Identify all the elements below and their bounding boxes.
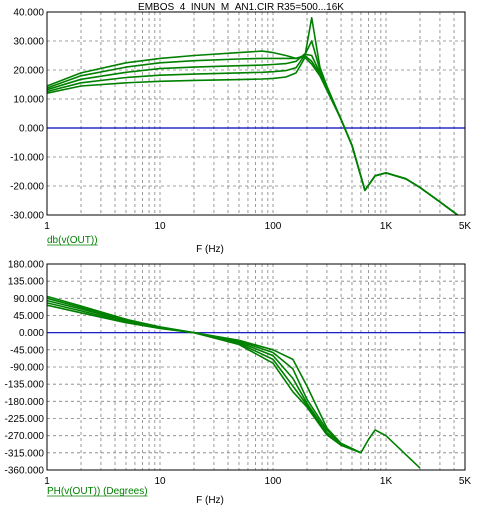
x-tick-label: 5K <box>459 476 472 487</box>
legend-entry: PH(v(OUT)) (Degrees) <box>47 486 148 497</box>
y-tick-label: 45.000 <box>13 311 44 322</box>
x-axis-label: F (Hz) <box>196 244 224 255</box>
phase-series-1 <box>46 295 421 469</box>
y-tick-label: -315.000 <box>5 448 45 459</box>
x-tick-label: 1 <box>44 221 50 232</box>
y-tick-label: 0.000 <box>19 124 44 135</box>
y-tick-label: -90.000 <box>10 363 44 374</box>
phase-series-2 <box>46 297 362 454</box>
plot-frame <box>46 263 466 471</box>
y-tick-label: 135.000 <box>8 277 45 288</box>
magnitude-chart: 40.000 30.000 20.000 10.000 0.000 -10.000 -20.… <box>10 8 471 256</box>
phase-series-4 <box>46 302 362 454</box>
phase-series-5 <box>46 304 362 454</box>
x-tick-label: 10 <box>154 221 166 232</box>
phase-chart: 180.000 135.000 90.000 45.000 0.000 -45.000 -9… <box>5 260 472 507</box>
x-tick-label: 1K <box>380 221 393 232</box>
x-tick-label: 100 <box>265 221 282 232</box>
y-tick-label: -45.000 <box>10 345 44 356</box>
y-tick-label: 20.000 <box>13 66 44 77</box>
y-tick-label: -360.000 <box>5 466 45 477</box>
y-tick-label: 40.000 <box>13 8 44 19</box>
x-tick-label: 1 <box>44 476 50 487</box>
y-tick-label: -225.000 <box>5 414 45 425</box>
y-tick-label: -10.000 <box>10 153 44 164</box>
y-tick-label: 90.000 <box>13 294 44 305</box>
chart-title: EMBOS_4_INUN_M_AN1.CIR R35=500...16K <box>138 2 344 13</box>
y-tick-label: 0.000 <box>19 328 44 339</box>
y-tick-label: -270.000 <box>5 431 45 442</box>
magnitude-series-3 <box>46 53 459 216</box>
y-tick-label: 30.000 <box>13 37 44 48</box>
y-tick-label: 180.000 <box>8 260 45 271</box>
plot-frame <box>46 11 466 216</box>
magnitude-series-5 <box>46 17 459 216</box>
phase-series-3 <box>46 299 362 454</box>
y-tick-label: -180.000 <box>5 397 45 408</box>
x-tick-label: 10 <box>154 476 166 487</box>
x-axis-label: F (Hz) <box>196 495 224 506</box>
y-tick-label: -30.000 <box>10 211 44 222</box>
x-tick-label: 5K <box>459 221 472 232</box>
x-tick-label: 1K <box>380 476 393 487</box>
x-tick-label: 100 <box>265 476 282 487</box>
y-tick-label: -135.000 <box>5 380 45 391</box>
y-tick-label: -20.000 <box>10 182 44 193</box>
legend-entry: db(v(OUT)) <box>47 235 98 246</box>
y-tick-label: 10.000 <box>13 95 44 106</box>
